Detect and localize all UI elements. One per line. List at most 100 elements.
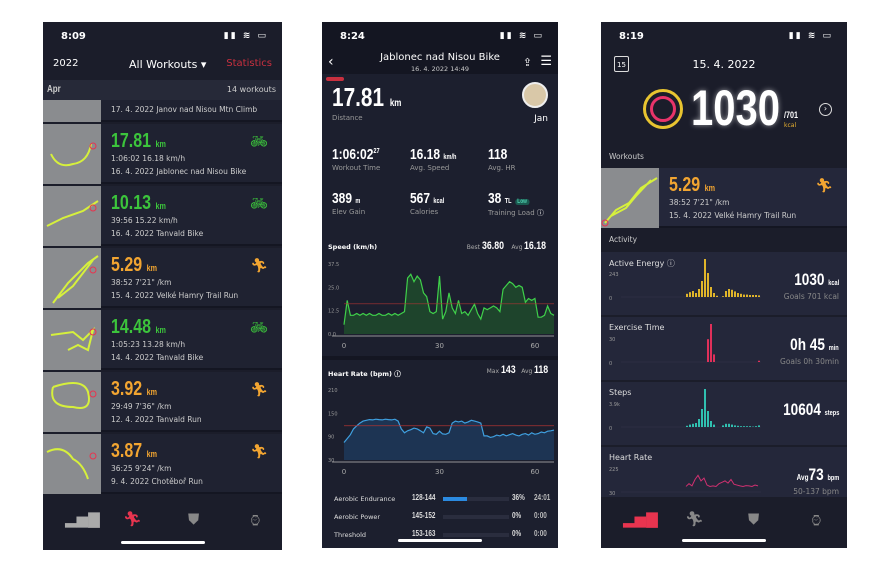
stat-label: Avg. Speed bbox=[410, 164, 450, 172]
workout-time-speed: 38:52 7'21" /km bbox=[111, 278, 172, 287]
speed-chart-panel: Speed (km/h) Best 36.80 Avg 16.18 37.5 25… bbox=[322, 234, 558, 356]
zone-range: 153-163 bbox=[412, 529, 436, 538]
workout-distance: 10.13 km bbox=[111, 192, 166, 215]
distance-value: 17.81 km bbox=[332, 82, 401, 113]
tab-stats[interactable]: ▂▅▇ bbox=[623, 510, 658, 528]
stat-unit: m bbox=[355, 198, 361, 205]
statistics-link[interactable]: Statistics bbox=[226, 58, 272, 69]
distance-unit: km bbox=[146, 449, 158, 459]
card-title: Active Energy bbox=[609, 259, 665, 268]
workout-row[interactable]: 3.87 km 36:25 9'24" /km 9. 4. 2022 Chotě… bbox=[43, 434, 282, 494]
trail-run-icon: 🏃︎ bbox=[815, 178, 833, 194]
distance-unit: km bbox=[146, 387, 158, 397]
tab-watch[interactable]: ⌚︎ bbox=[248, 510, 263, 532]
stat-value: 1:06:02 bbox=[332, 146, 374, 163]
route-map-thumbnail bbox=[43, 310, 101, 370]
workout-row[interactable]: 17. 4. 2022 Janov nad Nisou Mtn Climb bbox=[43, 100, 282, 122]
value-number: 73 bbox=[808, 465, 824, 484]
workout-row[interactable]: 17.81 km 1:06:02 16.18 km/h 16. 4. 2022 … bbox=[43, 124, 282, 184]
info-icon[interactable]: ⓘ bbox=[394, 370, 401, 378]
home-indicator[interactable] bbox=[682, 539, 766, 542]
zone-percent: 0% bbox=[512, 547, 521, 548]
workout-list-screen: 8:09 ▮▮ ≋ ▭ 2022 All Workouts ▾ Statisti… bbox=[43, 22, 282, 550]
tab-bar: ▂▅▇ 🏃︎ ⛊ ⌚︎ bbox=[601, 500, 847, 548]
workout-time-pace: 38:52 7'21" /km bbox=[669, 198, 730, 207]
calendar-button[interactable]: 15 bbox=[614, 56, 629, 72]
activity-card-active-energy[interactable]: Active Energy ⓘ 243 0 1030 kcal Goals 70… bbox=[601, 252, 847, 315]
bar bbox=[749, 426, 751, 427]
info-icon[interactable]: ⓘ bbox=[536, 209, 544, 217]
status-bar: 8:24 ▮▮ ≋ ▭ bbox=[322, 22, 558, 48]
zone-range: 145-152 bbox=[412, 511, 436, 520]
bar bbox=[722, 425, 724, 427]
distance-unit: km bbox=[155, 139, 166, 149]
card-chart bbox=[621, 389, 761, 428]
workout-row[interactable]: 5.29 km 38:52 7'21" /km 15. 4. 2022 Velk… bbox=[601, 168, 847, 228]
tab-shield[interactable]: ⛊ bbox=[188, 510, 199, 528]
zone-time: 0:00 bbox=[534, 529, 547, 538]
max-hr: 143 bbox=[500, 364, 516, 376]
bar bbox=[716, 295, 718, 297]
activity-card-exercise-time[interactable]: Exercise Time 30 0 0h 45 min Goals 0h 30… bbox=[601, 317, 847, 380]
bar bbox=[737, 425, 739, 427]
tab-workouts[interactable]: 🏃︎ bbox=[123, 510, 142, 528]
y-tick-label: 0.0 bbox=[328, 332, 336, 338]
bar bbox=[725, 291, 727, 297]
route-map-thumbnail bbox=[43, 186, 101, 246]
back-button[interactable]: ‹ bbox=[328, 54, 334, 70]
card-title: Exercise Time bbox=[609, 323, 665, 332]
bar bbox=[695, 423, 697, 427]
workout-datetime: 16. 4. 2022 14:49 bbox=[410, 65, 469, 73]
share-button[interactable]: ⇪ bbox=[523, 56, 532, 69]
workout-time-speed: 39:56 15.22 km/h bbox=[111, 216, 178, 225]
brand-logo bbox=[326, 77, 344, 81]
bar bbox=[758, 295, 760, 297]
zone-time: 0:00 bbox=[534, 547, 547, 548]
activity-ring-icon bbox=[643, 89, 683, 129]
tab-watch[interactable]: ⌚︎ bbox=[809, 510, 824, 532]
next-button[interactable]: › bbox=[819, 103, 832, 116]
y-min-label: 0 bbox=[609, 296, 613, 302]
speed-chart-title: Speed (km/h) bbox=[328, 243, 378, 251]
home-indicator[interactable] bbox=[398, 539, 482, 542]
home-indicator[interactable] bbox=[120, 541, 205, 544]
avatar[interactable] bbox=[522, 82, 548, 108]
card-value: 1030 kcal bbox=[794, 270, 839, 290]
x-tick-label: 30 bbox=[435, 342, 444, 350]
stat-avg-speed: 16.18 km/h Avg. Speed bbox=[410, 144, 468, 172]
card-chart bbox=[621, 259, 761, 298]
route-map-thumbnail bbox=[43, 372, 101, 432]
workout-filter-dropdown[interactable]: All Workouts ▾ bbox=[129, 58, 207, 71]
workout-row[interactable]: 3.92 km 29:49 7'36" /km 12. 4. 2022 Tanv… bbox=[43, 372, 282, 432]
bar bbox=[752, 295, 754, 297]
workout-time-speed: 1:06:02 16.18 km/h bbox=[111, 154, 186, 163]
bar bbox=[695, 293, 697, 297]
series-area bbox=[344, 274, 554, 334]
bike-icon: 🚲︎ bbox=[250, 134, 268, 150]
workout-row[interactable]: 14.48 km 1:05:23 13.28 km/h 14. 4. 2022 … bbox=[43, 310, 282, 370]
info-icon[interactable]: ⓘ bbox=[666, 259, 675, 268]
workout-list[interactable]: 17. 4. 2022 Janov nad Nisou Mtn Climb 17… bbox=[43, 100, 282, 510]
activity-card-steps[interactable]: Steps 3.9k 0 10604 steps bbox=[601, 382, 847, 445]
workout-row[interactable]: 10.13 km 39:56 15.22 km/h 16. 4. 2022 Ta… bbox=[43, 186, 282, 246]
workout-row[interactable]: 5.29 km 38:52 7'21" /km 15. 4. 2022 Velk… bbox=[43, 248, 282, 308]
workout-distance: 14.48 km bbox=[111, 316, 166, 339]
distance-number: 14.48 bbox=[111, 316, 152, 338]
daily-summary-screen: 8:19 ▮▮ ≋ ▭ 15 15. 4. 2022 1030 /701 kca… bbox=[601, 22, 847, 548]
tab-shield[interactable]: ⛊ bbox=[748, 510, 759, 528]
hr-zone-row: Threshold 153-163 0% 0:00 bbox=[334, 529, 552, 543]
user-name: Jan bbox=[534, 114, 548, 124]
card-value: Avg73 bpm bbox=[796, 465, 839, 485]
hr-chart[interactable]: 210 150 90 30 0 30 60 bbox=[322, 382, 558, 482]
tab-stats[interactable]: ▂▅▇ bbox=[65, 510, 100, 528]
tab-bar: ▂▅▇ 🏃︎ ⛊ ⌚︎ bbox=[43, 500, 282, 550]
zone-bar bbox=[443, 497, 509, 501]
calorie-goal: /701 bbox=[784, 110, 799, 120]
activity-card-heart-rate[interactable]: Heart Rate 225 30 Avg73 bpm 50-137 bpm bbox=[601, 447, 847, 497]
speed-chart[interactable]: 37.5 25.0 12.5 0.0 0 30 60 bbox=[322, 256, 558, 356]
date-title: 15. 4. 2022 bbox=[692, 58, 756, 71]
menu-button[interactable]: ☰ bbox=[540, 54, 552, 69]
year-selector[interactable]: 2022 bbox=[53, 58, 79, 69]
tab-workouts[interactable]: 🏃︎ bbox=[685, 510, 704, 528]
stat-label: Training Load bbox=[488, 209, 535, 217]
